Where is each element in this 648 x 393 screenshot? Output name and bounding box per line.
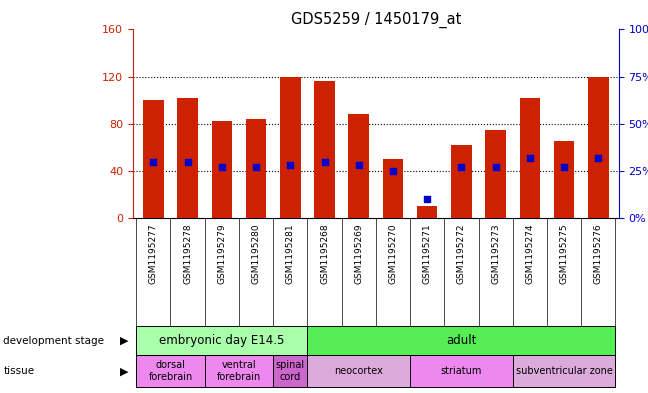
Bar [513,355,616,387]
Bar [211,121,232,218]
Text: dorsal
forebrain: dorsal forebrain [148,360,192,382]
Text: GSM1195272: GSM1195272 [457,224,466,284]
Point [148,158,159,165]
Point [491,164,501,170]
Text: GSM1195274: GSM1195274 [526,224,535,284]
Bar [307,355,410,387]
Bar [280,77,301,218]
Bar [314,81,335,218]
Bar [136,326,307,355]
Bar [246,119,266,218]
Title: GDS5259 / 1450179_at: GDS5259 / 1450179_at [291,12,461,28]
Bar [178,98,198,218]
Point [388,168,398,174]
Text: GSM1195269: GSM1195269 [354,224,364,284]
Text: ▶: ▶ [120,336,128,345]
Point [559,164,569,170]
Bar [417,206,437,218]
Bar [143,100,164,218]
Text: spinal
cord: spinal cord [275,360,305,382]
Text: development stage: development stage [3,336,104,345]
Text: GSM1195276: GSM1195276 [594,224,603,284]
Point [183,158,193,165]
Bar [554,141,574,218]
Point [422,196,432,202]
Bar [307,326,616,355]
Text: striatum: striatum [441,366,482,376]
Bar [485,130,506,218]
Bar [588,77,608,218]
Text: GSM1195279: GSM1195279 [217,224,226,284]
Text: GSM1195275: GSM1195275 [560,224,568,284]
Point [251,164,261,170]
Bar [136,355,205,387]
Point [319,158,330,165]
Text: GSM1195281: GSM1195281 [286,224,295,284]
Text: GSM1195270: GSM1195270 [388,224,397,284]
Text: embryonic day E14.5: embryonic day E14.5 [159,334,284,347]
Text: GSM1195278: GSM1195278 [183,224,192,284]
Text: subventricular zone: subventricular zone [516,366,612,376]
Text: GSM1195280: GSM1195280 [251,224,260,284]
Text: GSM1195268: GSM1195268 [320,224,329,284]
Text: GSM1195277: GSM1195277 [149,224,158,284]
Text: tissue: tissue [3,366,34,376]
Point [354,162,364,169]
Bar [383,159,403,218]
Bar [410,355,513,387]
Text: neocortex: neocortex [334,366,383,376]
Text: adult: adult [446,334,476,347]
Text: GSM1195273: GSM1195273 [491,224,500,284]
Text: GSM1195271: GSM1195271 [422,224,432,284]
Point [525,154,535,161]
Point [216,164,227,170]
Bar [349,114,369,218]
Point [285,162,295,169]
Point [593,154,603,161]
Text: ▶: ▶ [120,366,128,376]
Point [456,164,467,170]
Bar [273,355,307,387]
Bar [520,98,540,218]
Text: ventral
forebrain: ventral forebrain [217,360,261,382]
Bar [451,145,472,218]
Bar [205,355,273,387]
